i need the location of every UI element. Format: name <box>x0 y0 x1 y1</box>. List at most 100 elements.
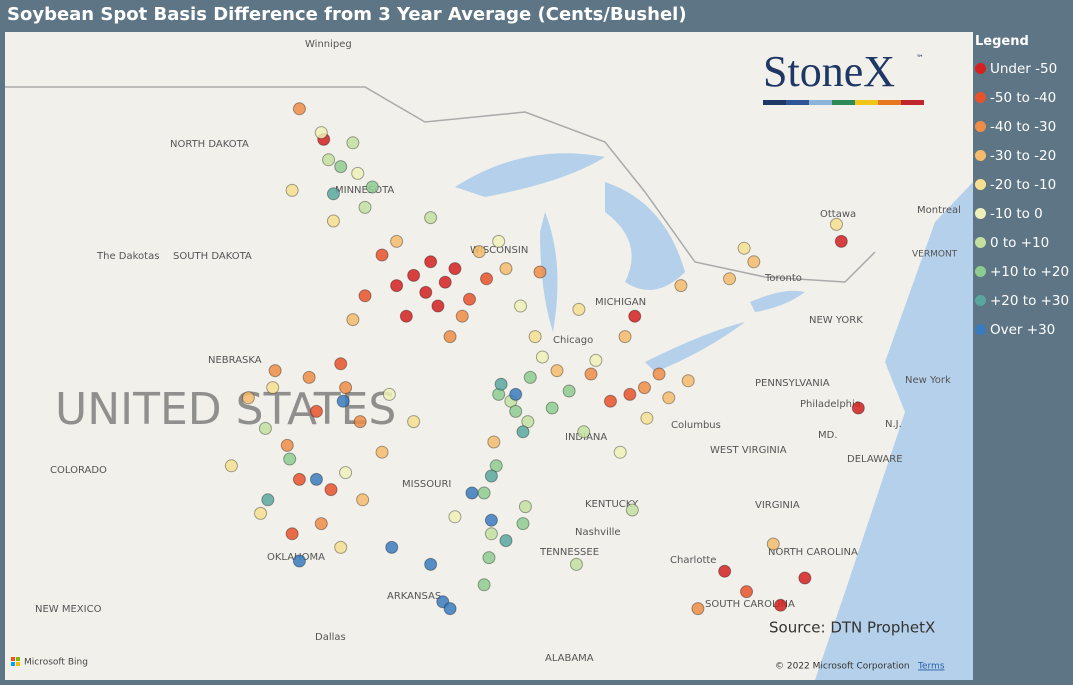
legend-label: Under -50 <box>990 60 1058 77</box>
site-point <box>535 350 549 364</box>
map-label: VERMONT <box>912 250 958 260</box>
site-point <box>455 309 469 323</box>
map-label: SOUTH CAROLINA <box>705 599 795 610</box>
legend: Legend Under -50 -50 to -40 -40 to -30 -30 … <box>975 34 1073 344</box>
legend-item[interactable]: Under -50 <box>975 54 1073 83</box>
map-label: DELAWARE <box>847 454 903 465</box>
site-point <box>472 245 486 259</box>
site-point <box>390 279 404 293</box>
site-point <box>798 571 812 585</box>
site-point <box>603 394 617 408</box>
site-point <box>625 503 639 517</box>
legend-item[interactable]: 0 to +10 <box>975 228 1073 257</box>
legend-swatch <box>975 121 986 132</box>
legend-item[interactable]: -50 to -40 <box>975 83 1073 112</box>
map-label: Dallas <box>315 632 346 643</box>
site-point <box>356 493 370 507</box>
legend-item[interactable]: Over +30 <box>975 315 1073 344</box>
site-point <box>489 459 503 473</box>
legend-label: -30 to -20 <box>990 147 1057 164</box>
site-point <box>309 472 323 486</box>
site-point <box>382 387 396 401</box>
land <box>5 32 973 680</box>
site-point <box>353 415 367 429</box>
site-point <box>514 299 528 313</box>
site-point <box>747 255 761 269</box>
lake-ontario <box>750 290 805 312</box>
map-label: Nashville <box>575 527 621 538</box>
legend-item[interactable]: -30 to -20 <box>975 141 1073 170</box>
map-label: MISSOURI <box>402 479 451 490</box>
logo-bar <box>878 100 901 105</box>
site-point <box>477 578 491 592</box>
map-label: MD. <box>818 430 838 441</box>
site-point <box>516 517 530 531</box>
site-point <box>261 493 275 507</box>
legend-item[interactable]: -20 to -10 <box>975 170 1073 199</box>
legend-item[interactable]: -40 to -30 <box>975 112 1073 141</box>
map-label: MICHIGAN <box>595 297 646 308</box>
site-point <box>577 425 591 439</box>
site-point <box>550 364 564 378</box>
site-point <box>314 517 328 531</box>
lake-erie <box>645 322 745 372</box>
site-point <box>562 384 576 398</box>
site-point <box>285 527 299 541</box>
site-point <box>465 486 479 500</box>
logo-mark: ™ <box>916 54 924 63</box>
site-point <box>484 469 498 483</box>
site-point <box>302 370 316 384</box>
site-point <box>390 234 404 248</box>
legend-item[interactable]: -10 to 0 <box>975 199 1073 228</box>
site-point <box>740 585 754 599</box>
legend-label: -40 to -30 <box>990 118 1057 135</box>
site-point <box>492 234 506 248</box>
site-point <box>375 248 389 262</box>
legend-title: Legend <box>975 34 1029 49</box>
site-point <box>774 598 788 612</box>
logo-bar <box>855 100 878 105</box>
legend-label: Over +30 <box>990 321 1056 338</box>
site-point <box>766 537 780 551</box>
site-point <box>254 506 268 520</box>
site-point <box>224 459 238 473</box>
site-point <box>285 183 299 197</box>
map-label: PENNSYLVANIA <box>755 378 830 389</box>
site-point <box>351 166 365 180</box>
site-point <box>407 415 421 429</box>
map-label: NEBRASKA <box>208 355 262 366</box>
map: Winnipeg NORTH DAKOTA MINNESOTA The Dakotas… <box>5 32 973 680</box>
site-point <box>509 404 523 418</box>
map-label: SOUTH DAKOTA <box>173 251 252 262</box>
map-label: ARKANSAS <box>387 591 441 602</box>
site-point <box>443 602 457 616</box>
map-label: TENNESSEE <box>539 547 599 558</box>
site-point <box>618 330 632 344</box>
legend-swatch <box>975 92 986 103</box>
site-point <box>283 452 297 466</box>
terms-link[interactable]: Terms <box>917 662 945 672</box>
legend-item[interactable]: +20 to +30 <box>975 286 1073 315</box>
logo: StoneX <box>763 47 895 96</box>
site-point <box>280 438 294 452</box>
site-point <box>499 534 513 548</box>
map-label: UNITED STATES <box>55 384 396 435</box>
legend-item[interactable]: +10 to +20 <box>975 257 1073 286</box>
site-point <box>545 401 559 415</box>
site-point <box>523 370 537 384</box>
site-point <box>528 330 542 344</box>
site-point <box>424 255 438 269</box>
site-point <box>477 486 491 500</box>
site-point <box>723 272 737 286</box>
map-label: NORTH DAKOTA <box>170 139 249 150</box>
map-label: Toronto <box>764 273 802 284</box>
map-label: MINNESOTA <box>335 185 394 196</box>
bing-logo <box>16 657 20 661</box>
site-point <box>737 241 751 255</box>
map-label: INDIANA <box>565 432 607 443</box>
site-point <box>509 387 523 401</box>
site-point <box>336 394 350 408</box>
logo-bar <box>786 100 809 105</box>
site-point <box>448 510 462 524</box>
